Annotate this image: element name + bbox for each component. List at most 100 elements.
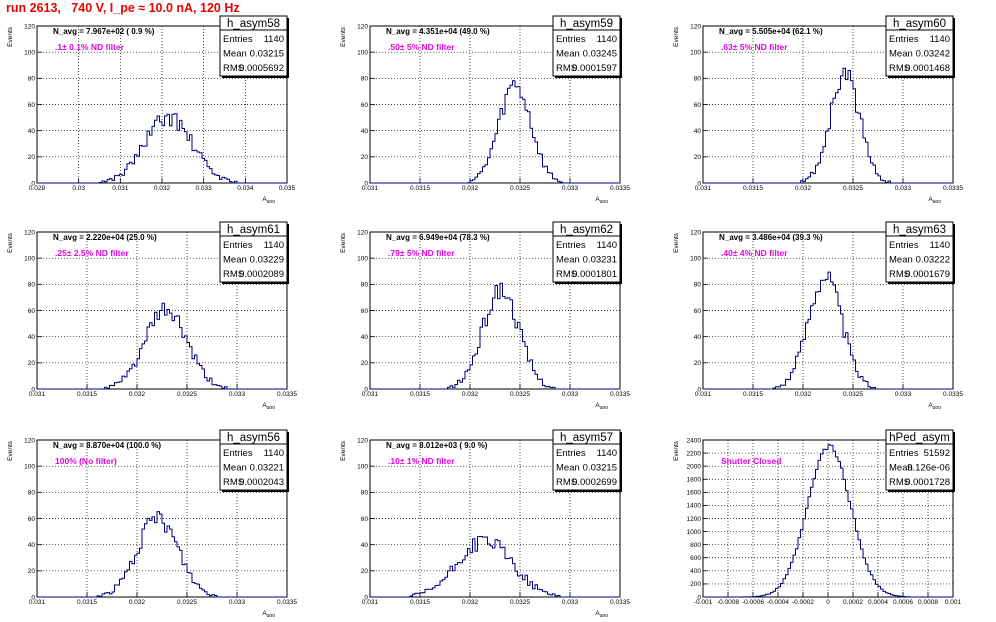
- x-axis-title: Auoo: [262, 196, 275, 205]
- stats-key: Entries: [889, 34, 919, 45]
- y-axis-title: Events: [673, 232, 680, 253]
- stats-value: 0.03215: [583, 463, 617, 474]
- stats-box: [219, 221, 288, 283]
- x-axis-title: Auoo: [928, 196, 941, 205]
- x-tick-label: 0.031: [362, 185, 379, 192]
- y-tick-label: 1800: [687, 477, 702, 484]
- x-tick-label: 0.0325: [843, 185, 863, 192]
- stats-key: Entries: [556, 240, 586, 251]
- x-tick-label: 0.032: [462, 391, 479, 398]
- x-tick-label: 0.033: [562, 391, 579, 398]
- x-tick-label: 0.031: [362, 599, 379, 606]
- stats-value: 0.0002089: [239, 269, 284, 280]
- y-tick-label: 100: [690, 255, 701, 262]
- x-tick-label: 0.0325: [843, 391, 863, 398]
- stats-title: h_asym62: [560, 224, 613, 236]
- y-tick-label: 0: [31, 386, 35, 393]
- y-tick-label: 20: [694, 154, 702, 161]
- y-tick-label: 60: [28, 308, 36, 315]
- y-tick-label: 120: [24, 437, 35, 444]
- y-tick-label: 120: [24, 229, 35, 236]
- x-axis-title: Auoo: [595, 196, 608, 205]
- stats-key: Mean: [223, 49, 247, 60]
- stats-title: h_asym63: [893, 224, 946, 236]
- stats-value: 0.0002043: [239, 477, 284, 488]
- stats-value: 0.03231: [583, 255, 617, 266]
- stats-value: 0.0001597: [572, 63, 617, 74]
- x-tick-label: 0.0325: [510, 599, 530, 606]
- stats-value: 1140: [930, 34, 950, 45]
- y-tick-label: 40: [28, 128, 36, 135]
- x-tick-label: 0.0315: [743, 391, 763, 398]
- filter-label: .1± 0.1% ND filter: [55, 42, 125, 52]
- y-tick-label: 0: [31, 594, 35, 601]
- y-axis-title: Events: [340, 232, 347, 253]
- stats-key: Mean: [223, 463, 247, 474]
- x-tick-label: 0.0004: [868, 599, 888, 606]
- x-tick-label: 0.033: [562, 599, 579, 606]
- y-tick-label: 2200: [687, 450, 702, 457]
- x-tick-label: 0.032: [462, 599, 479, 606]
- stats-key: RMS: [889, 63, 910, 74]
- x-tick-label: 0.035: [279, 185, 296, 192]
- y-tick-label: 60: [361, 308, 369, 315]
- y-tick-label: 0: [697, 594, 701, 601]
- stats-key: Entries: [223, 240, 253, 251]
- stats-value: 1140: [597, 448, 617, 459]
- x-tick-label: 0.0008: [918, 599, 938, 606]
- stats-key: Mean: [556, 463, 580, 474]
- stats-box: [552, 221, 621, 283]
- y-tick-label: 60: [694, 102, 702, 109]
- stats-key: RMS: [556, 269, 577, 280]
- x-tick-label: 0.0325: [177, 599, 197, 606]
- y-tick-label: 80: [694, 76, 702, 83]
- x-tick-label: 0: [826, 599, 830, 606]
- stats-key: Entries: [556, 448, 586, 459]
- y-tick-label: 20: [28, 154, 36, 161]
- stats-value: 1140: [264, 240, 284, 251]
- x-tick-label: 0.031: [112, 185, 129, 192]
- y-axis-title: Events: [673, 440, 680, 461]
- y-tick-label: 40: [361, 542, 369, 549]
- filter-label: .25± 2.5% ND filter: [55, 248, 129, 258]
- stats-key: Mean: [889, 463, 913, 474]
- y-tick-label: 0: [31, 180, 35, 187]
- y-axis-title: Events: [7, 440, 14, 461]
- y-tick-label: 40: [694, 334, 702, 341]
- stats-box: [219, 429, 288, 491]
- stats-title: h_asym58: [227, 18, 280, 30]
- stats-box: [885, 429, 954, 491]
- y-tick-label: 120: [357, 437, 368, 444]
- x-tick-label: 0.0315: [743, 185, 763, 192]
- stats-title: h_asym59: [560, 18, 613, 30]
- n-avg-label: N_avg = 4.351e+04 (49.0 %): [386, 27, 490, 36]
- stats-value: 1140: [597, 34, 617, 45]
- y-tick-label: 0: [697, 386, 701, 393]
- y-tick-label: 60: [28, 102, 36, 109]
- stats-key: RMS: [556, 63, 577, 74]
- x-tick-label: 0.0335: [610, 599, 630, 606]
- stats-title: h_asym60: [893, 18, 946, 30]
- stats-box: [552, 429, 621, 491]
- x-tick-label: 0.029: [29, 185, 46, 192]
- x-tick-label: 0.0325: [177, 391, 197, 398]
- x-tick-label: 0.032: [462, 185, 479, 192]
- x-tick-label: 0.0315: [410, 185, 430, 192]
- y-axis-title: Events: [340, 26, 347, 47]
- y-tick-label: 80: [694, 282, 702, 289]
- stats-key: Entries: [223, 34, 253, 45]
- x-tick-label: 0.034: [237, 185, 254, 192]
- y-tick-label: 80: [361, 76, 369, 83]
- y-tick-label: 60: [361, 516, 369, 523]
- stats-title: hPed_asym: [889, 432, 950, 444]
- x-tick-label: 0.03: [72, 185, 85, 192]
- stats-key: RMS: [889, 477, 910, 488]
- y-tick-label: 80: [28, 282, 36, 289]
- n-avg-label: N_avg = 7.967e+02 ( 0.9 %): [53, 27, 155, 36]
- n-avg-label: N_avg = 8.012e+03 ( 9.0 %): [386, 441, 488, 450]
- histogram-panel: 0.029 0.03 0.031 0.032 0.033 0.034 0.035 0 20 40 6…: [7, 15, 296, 205]
- stats-key: Mean: [556, 49, 580, 60]
- stats-key: Mean: [556, 255, 580, 266]
- y-tick-label: 40: [28, 334, 36, 341]
- stats-value: 1140: [264, 448, 284, 459]
